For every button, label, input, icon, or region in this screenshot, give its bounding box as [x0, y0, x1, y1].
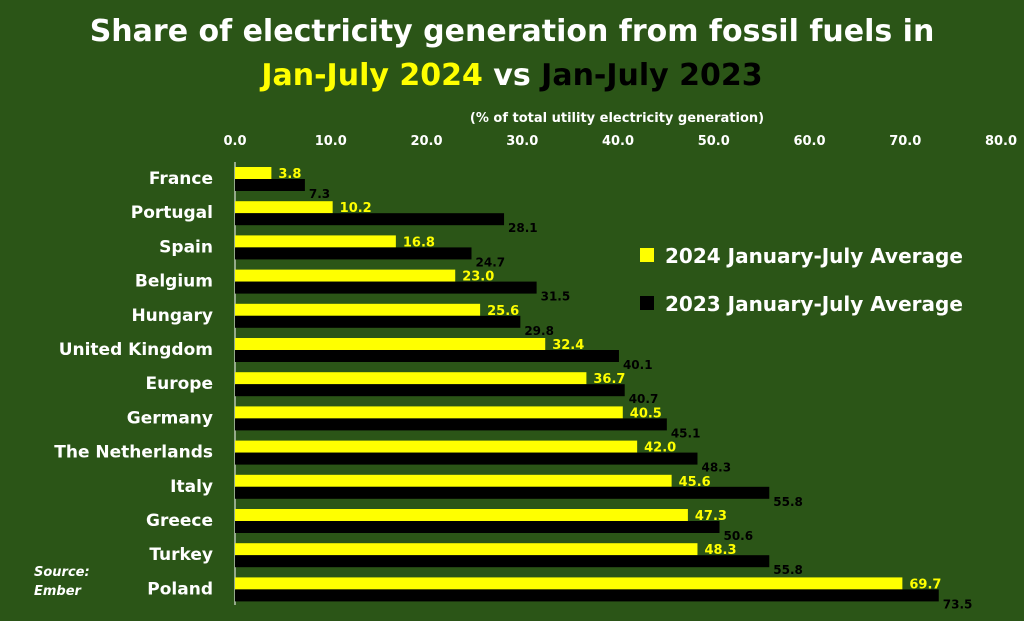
category-label: Germany: [127, 408, 213, 428]
data-label-2024: 36.7: [593, 372, 625, 387]
x-tick-label: 80.0: [985, 134, 1017, 149]
title-period-2024: Jan-July 2024: [261, 58, 483, 93]
bar-2023: [235, 350, 619, 362]
data-label-2023: 40.1: [623, 358, 653, 372]
data-label-2024: 42.0: [644, 441, 676, 456]
bar-2023: [235, 315, 521, 328]
x-tick-label: 20.0: [410, 134, 442, 149]
chart-subtitle: (% of total utility electricity generati…: [470, 111, 764, 126]
bar-2024: [235, 372, 587, 385]
data-label-2023: 55.8: [773, 495, 803, 509]
data-label-2023: 31.5: [541, 290, 571, 304]
bar-2024: [235, 440, 638, 453]
bar-2023: [235, 452, 698, 465]
bar-2023: [235, 213, 505, 226]
data-label-2023: 24.7: [476, 255, 506, 269]
title-vs: vs: [482, 58, 542, 93]
bar-2024: [235, 474, 672, 487]
source-label: Source:: [34, 565, 90, 580]
data-label-2023: 7.3: [309, 187, 330, 201]
title-period-2023: Jan-July 2023: [541, 58, 763, 93]
bar-2024: [235, 543, 698, 556]
data-label-2024: 48.3: [704, 543, 736, 558]
data-label-2024: 23.0: [462, 270, 494, 285]
legend-label-2023: 2023 January-July Average: [665, 292, 963, 316]
x-tick-label: 0.0: [223, 134, 246, 149]
data-label-2024: 47.3: [695, 509, 727, 524]
category-label: France: [149, 169, 213, 189]
chart-title-line2: Jan-July 2024 vs Jan-July 2023: [0, 58, 1024, 93]
legend-label-2024: 2024 January-July Average: [665, 244, 963, 268]
x-tick-label: 50.0: [698, 134, 730, 149]
category-label: United Kingdom: [59, 340, 213, 360]
data-label-2023: 50.6: [723, 529, 753, 543]
category-label: Belgium: [135, 272, 213, 292]
x-tick-label: 40.0: [602, 134, 634, 149]
data-label-2024: 16.8: [403, 235, 435, 250]
legend-swatch-2023: [640, 296, 654, 310]
category-label: Europe: [146, 374, 213, 394]
bar-2023: [235, 521, 720, 533]
data-label-2024: 10.2: [340, 201, 372, 216]
data-label-2023: 48.3: [701, 461, 731, 475]
bar-2023: [235, 589, 939, 602]
bar-2023: [235, 281, 537, 294]
bar-2024: [235, 235, 396, 248]
x-tick-label: 30.0: [506, 134, 538, 149]
source-note: Source: Ember: [34, 563, 90, 601]
data-label-2023: 73.5: [943, 597, 973, 611]
bar-2024: [235, 338, 546, 350]
data-label-2024: 40.5: [630, 406, 662, 421]
category-label: Spain: [159, 237, 213, 257]
category-label: Poland: [147, 579, 213, 599]
bar-2024: [235, 509, 688, 521]
legend-swatch-2024: [640, 248, 654, 262]
x-tick-label: 10.0: [315, 134, 347, 149]
bar-2024: [235, 167, 272, 179]
bar-2023: [235, 247, 472, 260]
bar-2024: [235, 201, 333, 214]
bar-2024: [235, 577, 903, 590]
data-label-2023: 29.8: [524, 324, 554, 338]
bar-2024: [235, 303, 481, 316]
x-axis-ticks: 0.0 10.0 20.0 30.0 40.0 50.0 60.0 70.0 80.0: [223, 134, 1017, 149]
chart-title-line1: Share of electricity generation from fos…: [89, 14, 935, 49]
data-label-2024: 25.6: [487, 304, 519, 319]
bar-2023: [235, 384, 625, 397]
data-label-2023: 55.8: [773, 563, 803, 577]
x-tick-label: 70.0: [889, 134, 921, 149]
category-label: Turkey: [149, 545, 213, 565]
data-label-2024: 32.4: [552, 338, 584, 353]
category-label: Hungary: [131, 306, 213, 326]
category-label: Italy: [170, 477, 213, 497]
data-label-2024: 45.6: [679, 475, 711, 490]
category-label: Portugal: [131, 203, 213, 223]
data-label-2023: 45.1: [671, 426, 701, 440]
legend: 2024 January-July Average 2023 January-Ju…: [640, 244, 963, 316]
bar-2023: [235, 179, 305, 191]
data-label-2023: 28.1: [508, 221, 538, 235]
category-labels: France Portugal Spain Belgium Hungary United …: [54, 169, 213, 599]
bar-2023: [235, 555, 770, 568]
data-label-2024: 3.8: [278, 167, 301, 182]
source-name: Ember: [34, 584, 81, 599]
data-label-2024: 69.7: [909, 577, 941, 592]
bar-2024: [235, 406, 623, 419]
bar-2023: [235, 486, 770, 499]
category-label: The Netherlands: [54, 443, 213, 463]
bar-2023: [235, 418, 667, 431]
data-label-2023: 40.7: [629, 392, 659, 406]
bars: 3.8 7.3 10.2 28.1 16.8 24.723.0 31.5 25.6 29.832…: [235, 167, 972, 611]
bar-2024: [235, 269, 456, 282]
x-tick-label: 60.0: [793, 134, 825, 149]
category-label: Greece: [146, 511, 213, 531]
